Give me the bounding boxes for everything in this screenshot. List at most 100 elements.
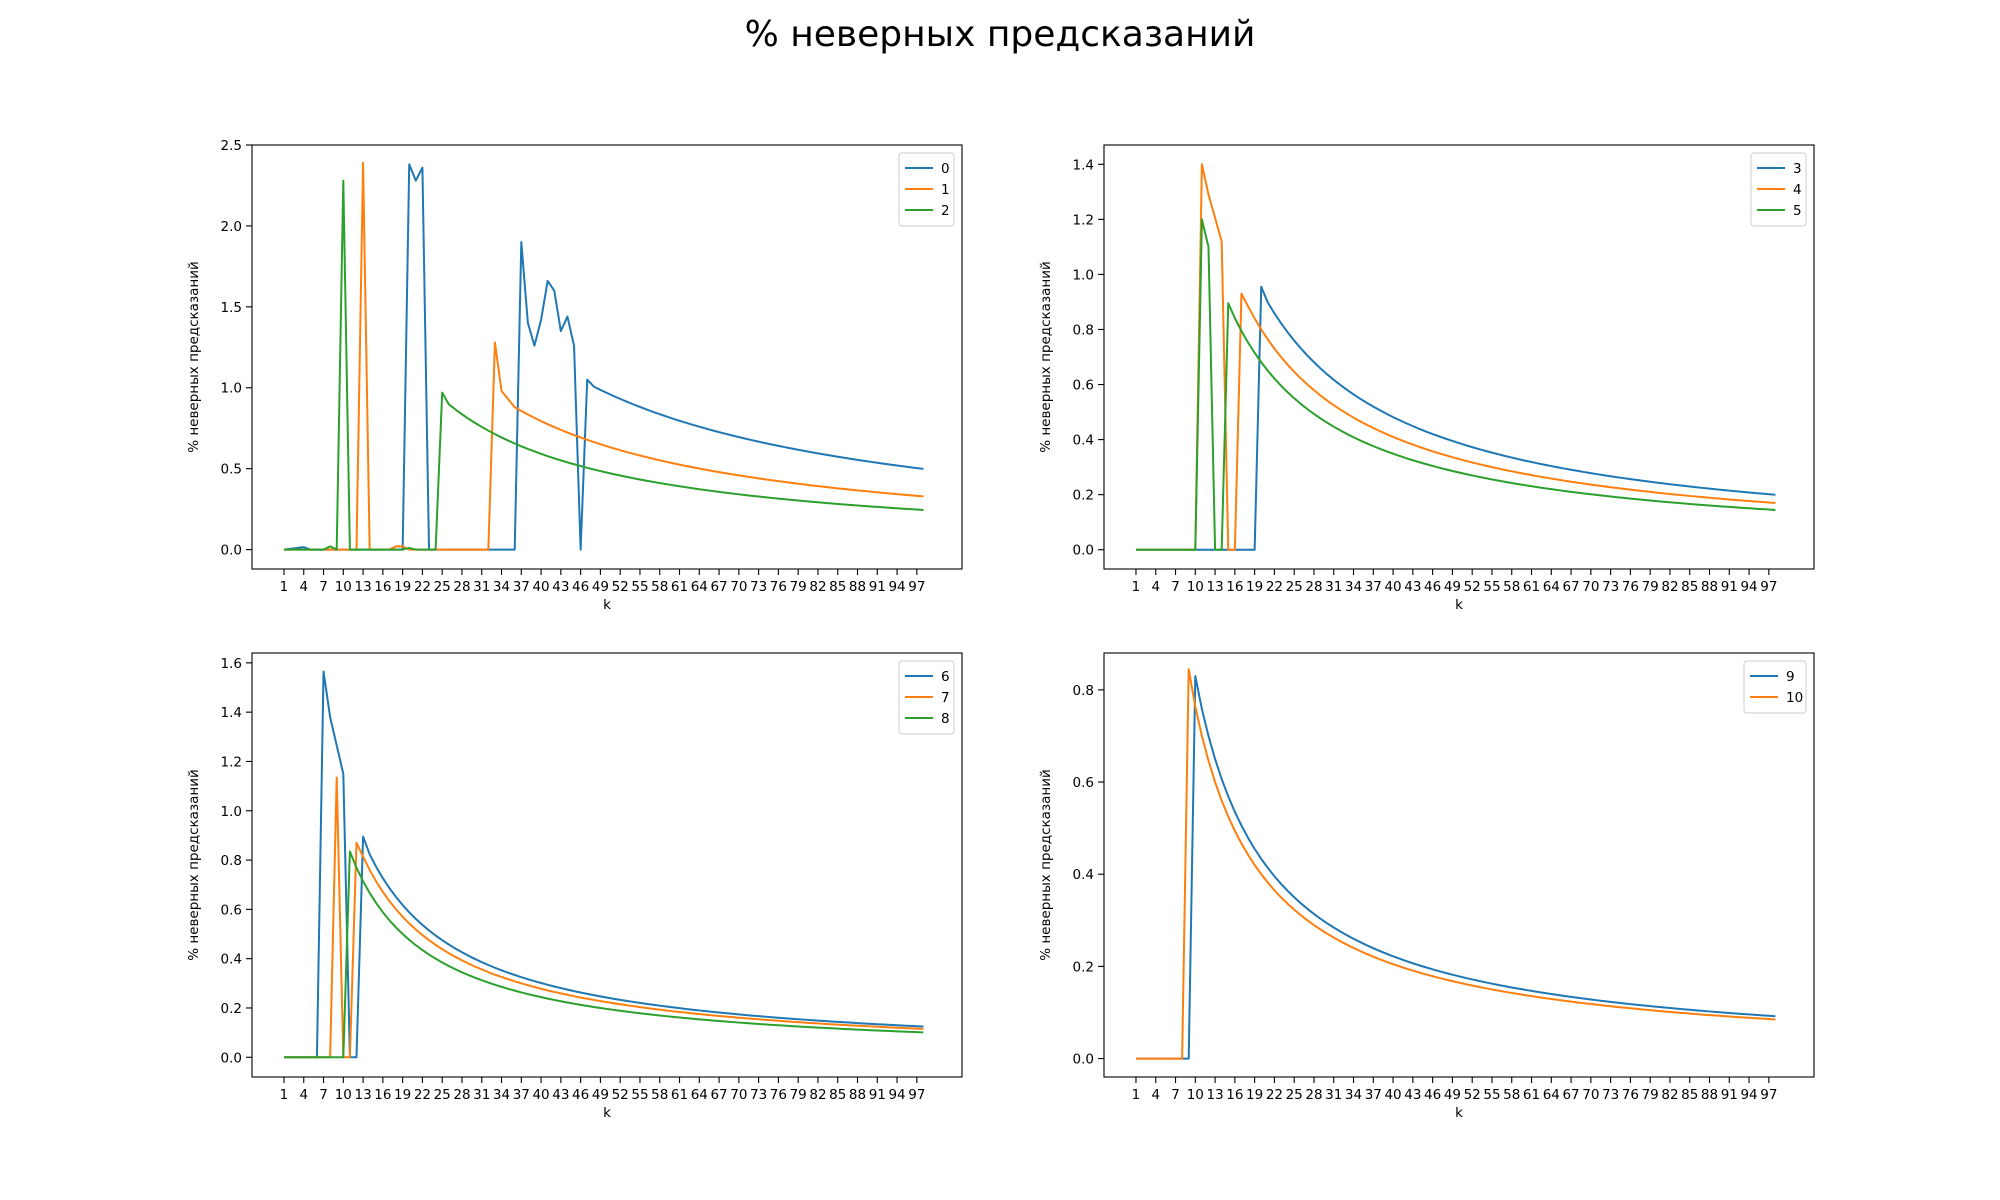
x-tick-label: 22 (414, 579, 431, 595)
y-tick-label: 0.6 (1073, 775, 1094, 791)
x-tick-label: 10 (335, 1087, 352, 1103)
x-tick-label: 52 (612, 579, 629, 595)
x-tick-label: 67 (1562, 1087, 1579, 1103)
plot-frame (1103, 652, 1815, 1078)
subplot-top-right: 1 4 7 10 13 16 19 22 25 28 31 34 37 40 43 46 49 52 55 58 61 6… (1038, 144, 1815, 613)
plot-frame (1103, 144, 1815, 570)
x-tick-label: 79 (790, 579, 807, 595)
y-tick-label: 0.2 (1073, 959, 1094, 975)
x-tick-label: 13 (1206, 579, 1223, 595)
legend-label: 2 (941, 203, 950, 219)
x-tick-label: 52 (1464, 1087, 1481, 1103)
x-tick-label: 37 (1365, 1087, 1382, 1103)
x-tick-label: 73 (750, 579, 767, 595)
y-tick-label: 0.8 (1073, 683, 1094, 699)
x-tick-label: 58 (651, 579, 668, 595)
x-tick-label: 10 (1187, 1087, 1204, 1103)
x-tick-label: 55 (1483, 579, 1500, 595)
x-tick-label: 67 (710, 579, 727, 595)
y-tick-label: 0.2 (221, 1001, 242, 1017)
x-tick-label: 64 (1543, 579, 1560, 595)
x-tick-label: 46 (572, 579, 589, 595)
y-tick-label: 0.8 (221, 853, 242, 869)
x-axis-label: k (603, 1105, 611, 1121)
legend-label: 5 (1793, 203, 1802, 219)
x-tick-label: 61 (671, 579, 688, 595)
x-tick-label: 16 (1226, 1087, 1243, 1103)
x-tick-label: 10 (335, 579, 352, 595)
legend-label: 7 (941, 690, 950, 706)
x-tick-label: 46 (1424, 1087, 1441, 1103)
y-tick-label: 0.4 (1073, 433, 1094, 449)
legend-label: 0 (941, 161, 950, 177)
series-line-8 (283, 850, 924, 1059)
x-tick-label: 37 (1365, 579, 1382, 595)
x-tick-label: 25 (434, 1087, 451, 1103)
x-tick-label: 52 (1464, 579, 1481, 595)
legend-label: 3 (1793, 161, 1802, 177)
y-tick-label: 0.5 (221, 462, 242, 478)
series-line-5 (1135, 218, 1776, 551)
x-tick-label: 88 (849, 1087, 866, 1103)
x-tick-label: 31 (1325, 1087, 1342, 1103)
x-tick-label: 94 (888, 1087, 905, 1103)
x-tick-label: 82 (1661, 1087, 1678, 1103)
subplot-top-left: 1 4 7 10 13 16 19 22 25 28 31 34 37 40 43 46 49 52 55 58 61 6… (186, 138, 963, 613)
x-tick-label: 73 (1602, 1087, 1619, 1103)
series-line-9 (1135, 675, 1776, 1060)
series-line-1 (283, 161, 924, 551)
x-tick-label: 28 (1305, 579, 1322, 595)
y-tick-label: 1.5 (221, 300, 242, 316)
x-tick-label: 88 (849, 579, 866, 595)
y-tick-label: 0.4 (1073, 867, 1094, 883)
series-line-6 (283, 670, 924, 1059)
y-tick-label: 1.0 (1073, 267, 1094, 283)
y-tick-label: 0.0 (1073, 543, 1094, 559)
y-tick-label: 0.0 (1073, 1052, 1094, 1068)
x-tick-label: 34 (493, 1087, 510, 1103)
x-tick-label: 94 (1740, 1087, 1757, 1103)
x-tick-label: 40 (532, 1087, 549, 1103)
y-axis-label: % неверных предсказаний (186, 261, 202, 453)
x-tick-label: 64 (691, 579, 708, 595)
x-tick-label: 46 (572, 1087, 589, 1103)
subplot-bottom-left: 1 4 7 10 13 16 19 22 25 28 31 34 37 40 43 46 49 52 55 58 61 6… (186, 652, 963, 1121)
x-tick-label: 67 (1562, 579, 1579, 595)
x-tick-label: 97 (1760, 1087, 1777, 1103)
x-tick-label: 43 (552, 1087, 569, 1103)
x-axis-label: k (603, 597, 611, 613)
x-tick-label: 37 (513, 1087, 530, 1103)
x-tick-label: 22 (414, 1087, 431, 1103)
x-tick-label: 34 (1345, 1087, 1362, 1103)
x-tick-label: 70 (1582, 579, 1599, 595)
y-tick-label: 0.0 (221, 1050, 242, 1066)
x-tick-label: 91 (1721, 1087, 1738, 1103)
x-tick-label: 91 (1721, 579, 1738, 595)
series-line-10 (1135, 668, 1776, 1060)
y-axis-label: % неверных предсказаний (1038, 261, 1054, 453)
x-tick-label: 61 (1523, 1087, 1540, 1103)
legend-label: 10 (1786, 690, 1803, 706)
x-tick-label: 16 (1226, 579, 1243, 595)
x-tick-label: 64 (1543, 1087, 1560, 1103)
y-tick-label: 0.0 (221, 543, 242, 559)
x-tick-label: 55 (631, 1087, 648, 1103)
figure-title: % неверных предсказаний (744, 14, 1256, 55)
x-axis-label: k (1455, 1105, 1463, 1121)
x-tick-label: 34 (1345, 579, 1362, 595)
x-tick-label: 22 (1266, 1087, 1283, 1103)
x-tick-label: 55 (631, 579, 648, 595)
x-tick-label: 16 (374, 579, 391, 595)
x-tick-label: 31 (473, 1087, 490, 1103)
x-tick-label: 7 (1171, 1087, 1180, 1103)
x-tick-label: 1 (280, 1087, 289, 1103)
x-tick-label: 4 (1151, 1087, 1160, 1103)
x-tick-label: 1 (280, 579, 289, 595)
y-tick-label: 0.2 (1073, 488, 1094, 504)
legend-box (1743, 660, 1807, 714)
y-tick-label: 1.6 (221, 656, 242, 672)
plot-frame (251, 652, 963, 1078)
x-tick-label: 28 (453, 579, 470, 595)
y-tick-label: 1.2 (1073, 212, 1094, 228)
